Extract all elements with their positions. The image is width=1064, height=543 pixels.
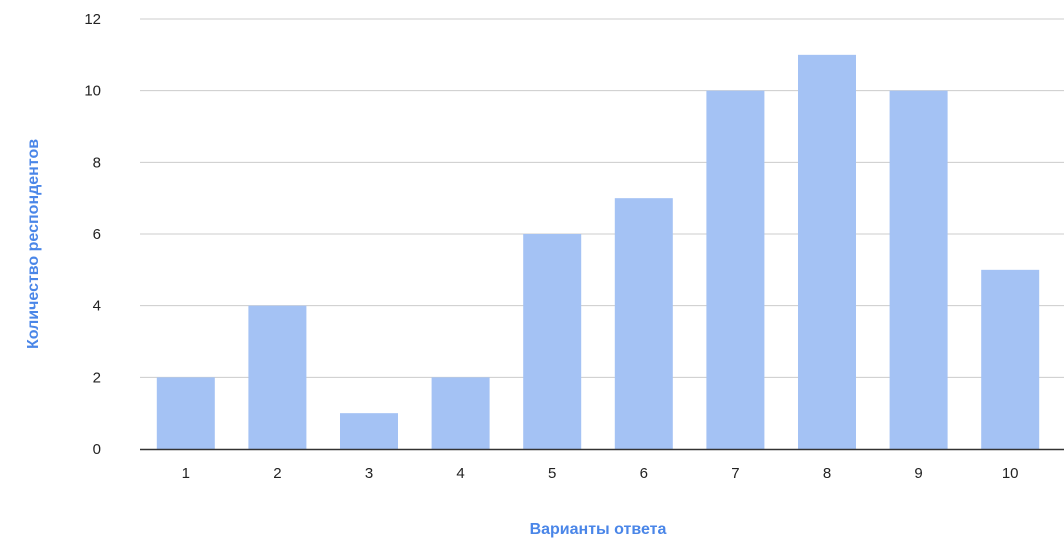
bar-4 (431, 377, 490, 449)
y-axis-title: Количество респондентов (25, 139, 42, 349)
x-tick-label: 8 (823, 465, 831, 482)
x-tick-label: 4 (456, 465, 464, 482)
bar-2 (248, 305, 307, 449)
y-tick-label: 12 (84, 11, 101, 28)
bar-6 (614, 198, 673, 449)
x-axis-ticks: 1 2 3 4 5 6 7 8 9 10 (182, 465, 1019, 482)
y-tick-label: 8 (93, 154, 101, 171)
y-tick-label: 0 (93, 441, 101, 458)
y-tick-label: 10 (84, 83, 101, 100)
bar-1 (156, 377, 215, 449)
bar-5 (523, 234, 582, 449)
bar-9 (889, 90, 948, 450)
x-axis-title: Варианты ответа (530, 521, 667, 538)
bar-3 (340, 413, 398, 449)
x-tick-label: 1 (182, 465, 190, 482)
y-axis-ticks: 0 2 4 6 8 10 12 (84, 11, 101, 458)
x-tick-label: 10 (1002, 465, 1019, 482)
x-tick-label: 9 (914, 465, 922, 482)
x-tick-label: 7 (731, 465, 739, 482)
y-tick-label: 2 (93, 369, 101, 386)
bar-7 (706, 90, 765, 450)
bar-8 (798, 54, 856, 449)
bar-10 (981, 269, 1040, 449)
bars (156, 54, 1040, 450)
x-tick-label: 6 (640, 465, 648, 482)
x-tick-label: 2 (273, 465, 281, 482)
x-tick-label: 5 (548, 465, 556, 482)
y-tick-label: 6 (93, 226, 101, 243)
y-tick-label: 4 (93, 298, 101, 315)
x-tick-label: 3 (365, 465, 373, 482)
